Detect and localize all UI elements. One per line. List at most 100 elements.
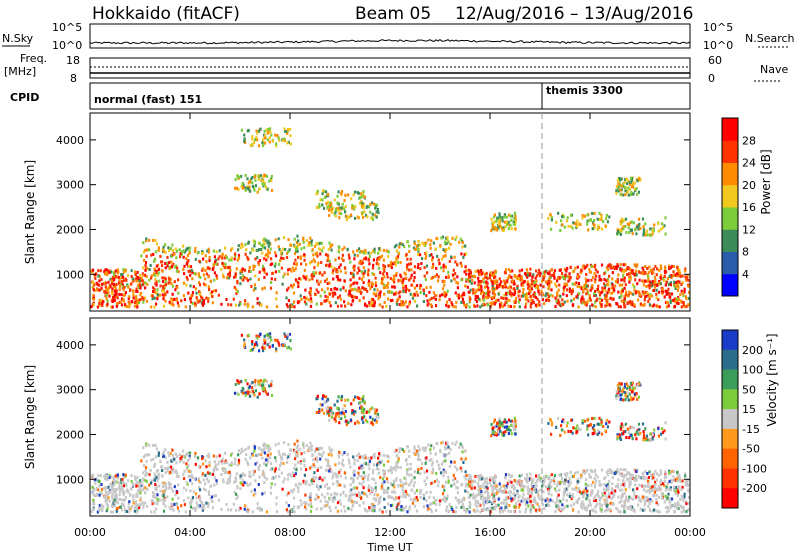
power-echo xyxy=(164,243,167,247)
power-echo xyxy=(661,292,664,295)
power-echo xyxy=(352,275,355,279)
velocity-echo xyxy=(400,484,403,488)
velocity-echo xyxy=(191,476,194,480)
velocity-echo xyxy=(525,478,528,482)
power-echo xyxy=(615,265,618,269)
power-echo xyxy=(155,291,158,295)
velocity-echo xyxy=(594,505,597,509)
power-echo xyxy=(580,296,584,300)
power-echo xyxy=(194,304,197,308)
velocity-echo xyxy=(239,487,242,491)
velocity-echo xyxy=(96,510,99,514)
power-echo xyxy=(544,280,547,284)
velocity-echo xyxy=(469,474,472,478)
velocity-echo xyxy=(559,508,562,512)
power-echo xyxy=(687,303,690,307)
power-echo xyxy=(517,290,520,294)
power-echo xyxy=(621,289,624,293)
velocity-echo xyxy=(326,492,329,496)
power-echo xyxy=(509,223,512,227)
power-echo xyxy=(410,268,413,272)
power-echo xyxy=(440,293,444,297)
power-echo xyxy=(411,296,414,300)
velocity-echo xyxy=(136,475,139,479)
velocity-echo xyxy=(621,494,624,498)
power-echo xyxy=(431,258,434,262)
velocity-echo xyxy=(305,468,308,472)
velocity-echo xyxy=(378,462,381,466)
velocity-echo xyxy=(299,482,302,486)
velocity-echo xyxy=(650,489,653,493)
power-echo xyxy=(325,202,328,205)
velocity-echo xyxy=(267,460,270,464)
velocity-echo xyxy=(235,492,238,496)
velocity-echo xyxy=(108,474,111,478)
power-echo xyxy=(162,304,166,308)
power-echo xyxy=(646,293,649,297)
power-echo xyxy=(668,292,671,296)
velocity-echo xyxy=(284,453,287,456)
power-echo xyxy=(120,282,123,286)
power-echo xyxy=(353,281,356,285)
power-echo xyxy=(120,293,123,297)
power-echo xyxy=(401,284,404,288)
power-echo xyxy=(608,303,611,307)
power-echo xyxy=(205,272,208,276)
velocity-echo xyxy=(608,495,611,499)
power-echo xyxy=(536,286,539,290)
velocity-echo xyxy=(676,479,679,483)
power-echo xyxy=(284,248,287,251)
power-echo xyxy=(251,137,254,141)
velocity-echo xyxy=(658,495,661,499)
power-echo xyxy=(620,229,623,233)
power-echo xyxy=(574,222,577,226)
power-echo xyxy=(371,301,374,304)
power-echo xyxy=(169,247,172,251)
power-echo xyxy=(305,275,308,279)
velocity-echo xyxy=(432,467,435,471)
velocity-echo xyxy=(260,448,263,452)
velocity-echo xyxy=(429,448,432,452)
power-echo xyxy=(617,182,620,186)
power-echo xyxy=(339,288,342,292)
velocity-echo xyxy=(182,449,185,453)
velocity-echo xyxy=(427,507,430,511)
power-echo xyxy=(397,278,400,282)
power-echo xyxy=(575,281,578,285)
velocity-echo xyxy=(207,490,210,494)
velocity-echo xyxy=(676,488,680,492)
power-echo xyxy=(622,218,625,222)
power-echo xyxy=(169,302,172,306)
power-echo xyxy=(688,290,691,294)
velocity-echo xyxy=(326,503,329,507)
power-echo xyxy=(371,212,374,216)
velocity-echo xyxy=(661,497,664,500)
power-echo xyxy=(360,278,364,281)
power-echo xyxy=(174,288,177,292)
power-echo xyxy=(290,304,293,308)
power-echo xyxy=(637,217,641,221)
power-echo xyxy=(585,265,588,269)
power-echo xyxy=(142,282,145,286)
power-echo xyxy=(375,203,379,207)
power-echo xyxy=(676,274,679,278)
power-echo xyxy=(623,279,626,283)
power-echo xyxy=(178,248,181,252)
power-echo xyxy=(607,302,610,306)
power-echo xyxy=(268,251,271,255)
velocity-echo xyxy=(526,500,529,504)
power-echo xyxy=(590,264,593,268)
power-echo xyxy=(510,227,513,231)
velocity-echo xyxy=(309,494,312,498)
velocity-echo xyxy=(535,474,538,478)
velocity-echo xyxy=(173,457,176,461)
power-echo xyxy=(471,278,474,282)
velocity-echo xyxy=(372,463,375,467)
velocity-echo xyxy=(98,484,101,488)
power-echo xyxy=(549,293,552,297)
velocity-echo xyxy=(496,488,499,492)
power-echo xyxy=(156,288,159,292)
power-echo xyxy=(92,286,95,290)
velocity-echo xyxy=(494,497,497,501)
power-echo xyxy=(598,226,601,230)
